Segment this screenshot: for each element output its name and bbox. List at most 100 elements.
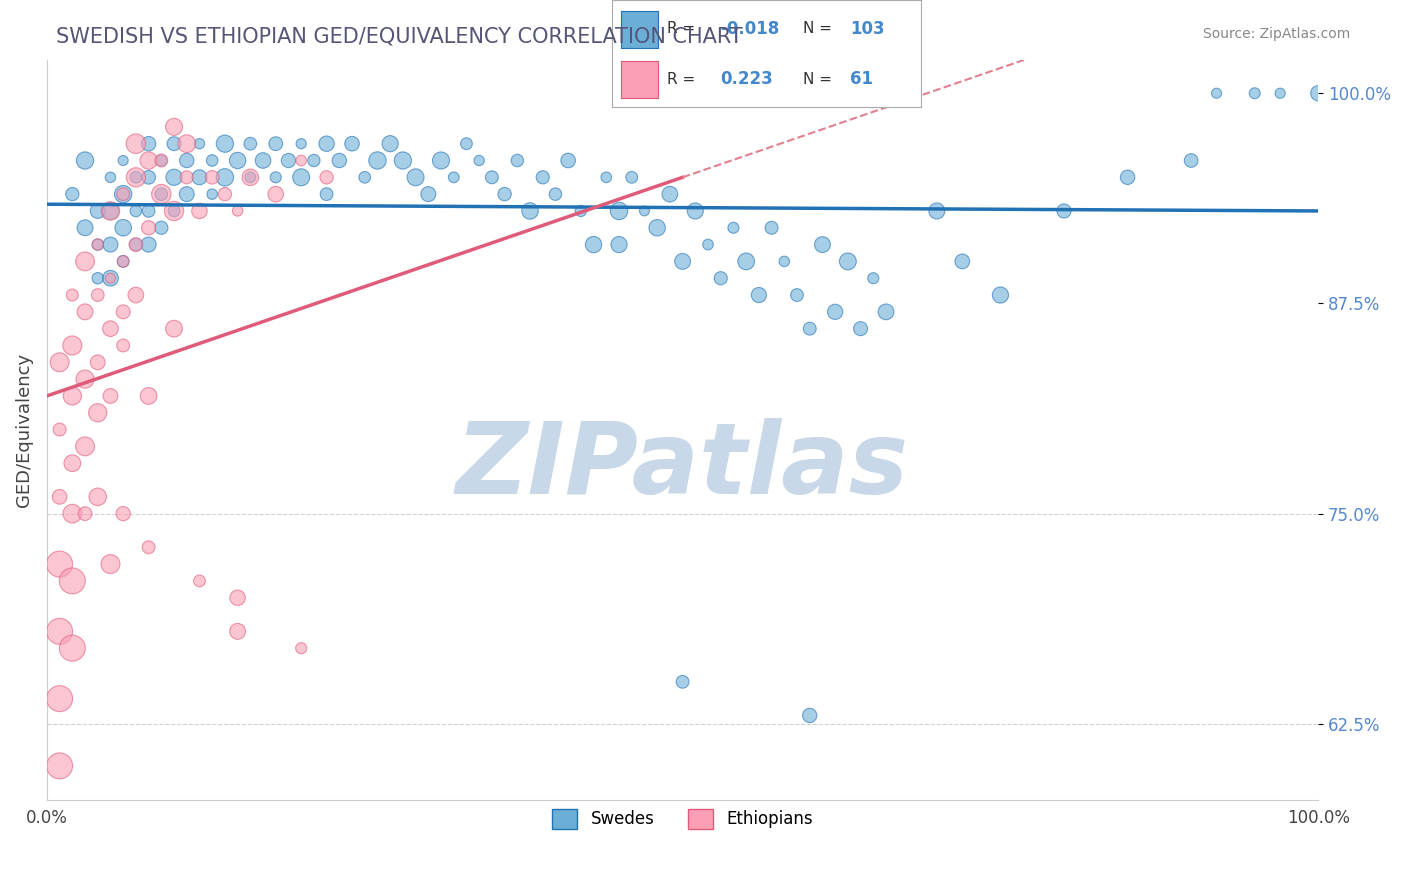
Point [138,237,160,252]
Bar [621,11,658,48]
Point [125,237,148,252]
Point [150,220,173,235]
Point [340,136,363,151]
Point [87,406,110,420]
Point [531,170,554,185]
Point [138,541,160,555]
Point [226,203,249,218]
Point [60,288,83,302]
Point [620,170,643,185]
Point [799,321,821,335]
Point [837,254,859,268]
Point [875,305,897,319]
Point [60,574,83,588]
Point [710,271,733,285]
Point [100,203,122,218]
Point [595,170,617,185]
Point [456,136,478,151]
Point [163,203,186,218]
Point [176,136,198,151]
Point [48,355,70,369]
Point [226,153,249,168]
Point [112,187,135,202]
Point [671,674,693,689]
Point [73,220,96,235]
Point [112,507,135,521]
Point [138,203,160,218]
Text: R =: R = [668,71,700,87]
Point [315,187,337,202]
Point [226,591,249,605]
Point [302,153,325,168]
Text: 0.223: 0.223 [720,70,773,88]
Point [607,203,630,218]
Point [494,187,516,202]
Point [392,153,415,168]
Point [87,203,110,218]
Point [100,321,122,335]
Point [48,490,70,504]
Point [48,759,70,773]
Point [87,271,110,285]
Point [1116,170,1139,185]
Point [811,237,834,252]
Point [582,237,605,252]
Point [48,557,70,571]
Text: 103: 103 [849,20,884,37]
Point [112,254,135,268]
Point [214,187,236,202]
Point [87,237,110,252]
Point [125,170,148,185]
Point [73,254,96,268]
Point [112,338,135,352]
Point [48,423,70,437]
Point [100,203,122,218]
Point [252,153,274,168]
Point [125,237,148,252]
Point [239,170,262,185]
Point [138,153,160,168]
Point [163,203,186,218]
Point [1268,87,1291,101]
Point [60,507,83,521]
Point [112,153,135,168]
Point [73,372,96,386]
Point [544,187,567,202]
Point [430,153,453,168]
Text: R =: R = [668,21,700,37]
Point [697,237,720,252]
Point [60,389,83,403]
Bar [621,61,658,98]
Point [315,136,337,151]
Text: Source: ZipAtlas.com: Source: ZipAtlas.com [1202,27,1350,41]
Point [378,136,401,151]
Point [990,288,1012,302]
Text: 61: 61 [849,70,873,88]
Point [73,153,96,168]
Point [87,237,110,252]
Point [685,203,707,218]
Point [163,170,186,185]
Point [645,220,668,235]
Point [87,355,110,369]
Point [138,170,160,185]
Point [100,237,122,252]
Point [786,288,808,302]
Point [48,624,70,639]
Point [353,170,375,185]
Point [60,641,83,656]
Point [290,136,312,151]
Point [112,220,135,235]
Text: SWEDISH VS ETHIOPIAN GED/EQUIVALENCY CORRELATION CHART: SWEDISH VS ETHIOPIAN GED/EQUIVALENCY COR… [56,27,742,46]
Point [723,220,745,235]
Point [138,389,160,403]
Point [125,288,148,302]
Point [214,136,236,151]
Point [150,187,173,202]
Point [735,254,758,268]
Point [112,305,135,319]
Point [73,507,96,521]
Legend: Swedes, Ethiopians: Swedes, Ethiopians [546,802,820,836]
Point [112,254,135,268]
Point [163,136,186,151]
